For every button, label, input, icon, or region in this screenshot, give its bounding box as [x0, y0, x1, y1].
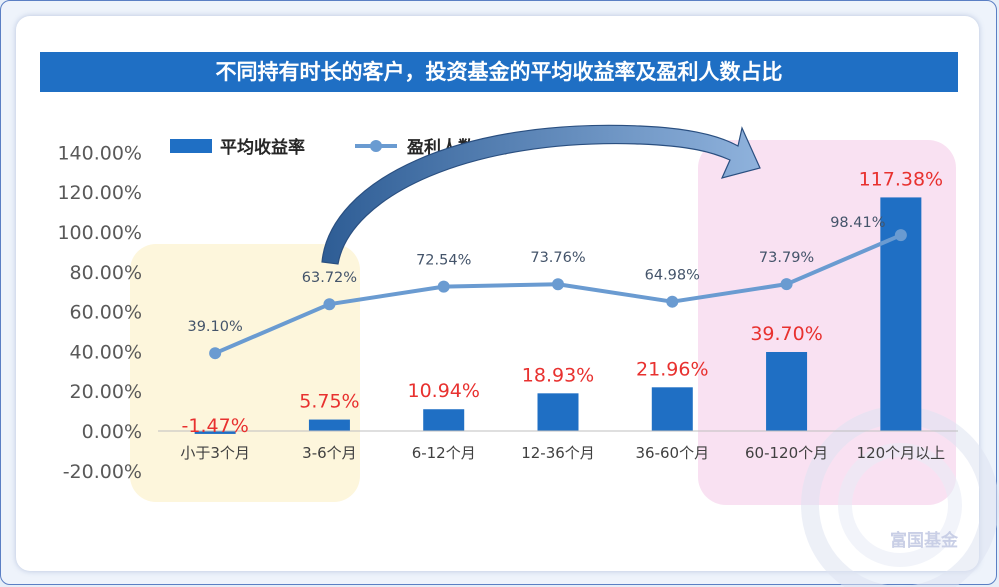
bar-data-label: 5.75%	[299, 391, 359, 413]
bar-series	[194, 197, 922, 434]
y-tick-label: 100.00%	[57, 222, 142, 244]
line-points	[209, 229, 907, 360]
title-bar: 不同持有时长的客户，投资基金的平均收益率及盈利人数占比	[40, 52, 958, 92]
y-tick-label: 120.00%	[57, 182, 142, 204]
chart-title: 不同持有时长的客户，投资基金的平均收益率及盈利人数占比	[215, 60, 783, 84]
line-point	[323, 298, 336, 311]
x-tick-label: 3-6个月	[302, 444, 357, 462]
line-point	[437, 280, 450, 293]
y-axis: -20.00% 0.00% 20.00% 40.00% 60.00% 80.00% 100.…	[57, 142, 142, 482]
line-point	[780, 278, 793, 291]
line-data-label: 64.98%	[645, 268, 700, 284]
y-tick-label: 80.00%	[70, 262, 142, 284]
line-data-label: 63.72%	[302, 270, 357, 286]
bar	[766, 351, 808, 431]
y-tick-label: -20.00%	[63, 461, 142, 483]
trend-arrow-icon	[321, 124, 761, 265]
bar-data-label: 18.93%	[522, 364, 594, 386]
y-tick-label: 40.00%	[70, 341, 142, 363]
x-tick-label: 120个月以上	[857, 444, 946, 462]
x-tick-label: 6-12个月	[412, 444, 476, 462]
line-data-label: 73.79%	[759, 250, 814, 266]
highlight-zone-left	[130, 244, 360, 502]
bar	[308, 419, 350, 431]
bar	[194, 431, 236, 434]
x-tick-label: 12-36个月	[521, 444, 595, 462]
bar-data-label: -1.47%	[182, 415, 249, 437]
bar-data-label: 117.38%	[859, 168, 944, 190]
y-tick-label: 0.00%	[82, 421, 142, 443]
line-point	[552, 278, 564, 291]
bar-data-label: 39.70%	[750, 323, 822, 345]
x-tick-label: 36-60个月	[635, 444, 709, 462]
y-tick-label: 140.00%	[57, 142, 142, 164]
bar	[423, 409, 465, 431]
line-data-label: 39.10%	[187, 319, 242, 335]
legend-bar-swatch	[170, 139, 212, 153]
line-data-labels: 39.10% 63.72% 72.54% 73.76% 64.98% 73.79% 98.4…	[187, 215, 885, 335]
line-data-label: 72.54%	[416, 253, 471, 269]
line-point	[209, 347, 222, 360]
bar-data-labels: -1.47% 5.75% 10.94% 18.93% 21.96% 39.70% 117.3…	[182, 168, 944, 437]
bar	[651, 387, 693, 431]
line-data-label: 98.41%	[830, 215, 885, 231]
x-axis: 小于3个月 3-6个月 6-12个月 12-36个月 36-60个月 60-120个月 12…	[180, 444, 945, 462]
x-tick-label: 60-120个月	[745, 444, 828, 462]
bar-data-label: 10.94%	[407, 380, 479, 402]
y-tick-label: 60.00%	[70, 302, 142, 324]
watermark-text: 富国基金	[890, 530, 959, 551]
bar-data-label: 21.96%	[636, 358, 708, 380]
bar	[537, 393, 579, 431]
line-data-label: 73.76%	[530, 250, 585, 266]
x-tick-label: 小于3个月	[180, 444, 250, 462]
y-tick-label: 20.00%	[70, 381, 142, 403]
legend-line-marker	[370, 140, 382, 152]
line-point	[894, 229, 907, 242]
legend-bar-label: 平均收益率	[220, 137, 305, 158]
line-point	[666, 295, 679, 308]
